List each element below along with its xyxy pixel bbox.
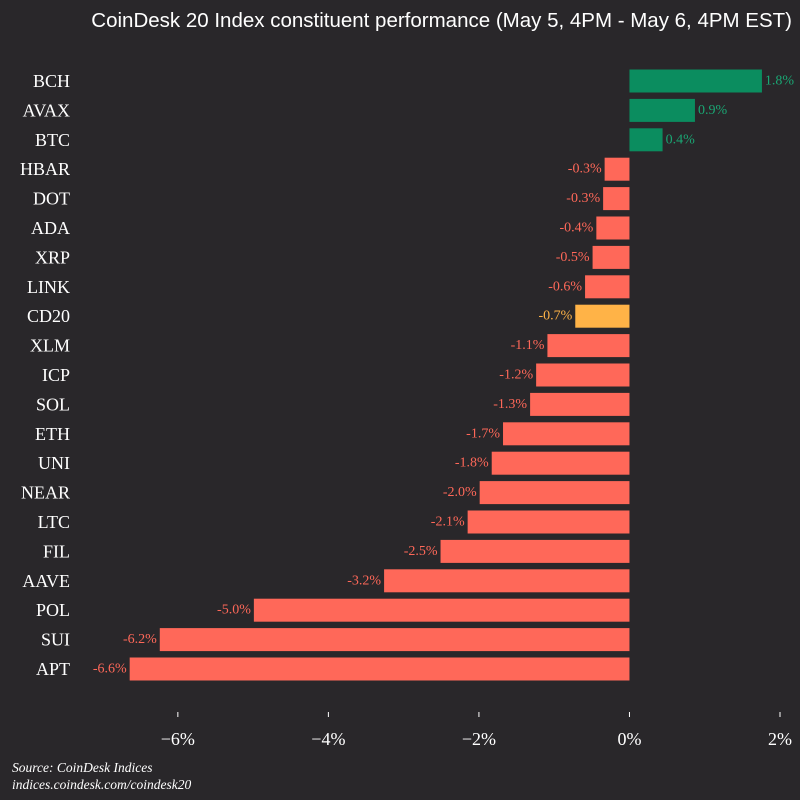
x-tick-label: 0% <box>617 729 641 749</box>
category-label-pol: POL <box>36 600 70 620</box>
value-label-hbar: -0.3% <box>568 162 602 177</box>
bar-link <box>585 275 630 299</box>
value-label-ltc: -2.1% <box>431 515 465 530</box>
category-label-avax: AVAX <box>23 100 70 120</box>
category-label-xlm: XLM <box>30 336 70 356</box>
value-label-cd20: -0.7% <box>538 309 572 324</box>
category-label-uni: UNI <box>38 453 70 473</box>
bar-icp <box>536 363 630 387</box>
category-label-ltc: LTC <box>38 512 70 532</box>
source-url[interactable]: indices.coindesk.com/coindesk20 <box>12 777 192 792</box>
x-tick-label: −4% <box>311 729 345 749</box>
category-label-sui: SUI <box>41 630 70 650</box>
bar-pol <box>253 598 630 622</box>
bar-ltc <box>467 510 630 534</box>
value-label-bch: 1.8% <box>765 74 795 89</box>
bar-ada <box>596 216 630 240</box>
source-note: Source: CoinDesk Indices <box>12 760 153 775</box>
bar-near <box>479 481 630 505</box>
category-label-eth: ETH <box>35 424 70 444</box>
value-label-apt: -6.6% <box>93 662 127 677</box>
bar-hbar <box>604 157 630 181</box>
value-label-pol: -5.0% <box>217 603 251 618</box>
bar-bch <box>629 69 762 93</box>
bar-sui <box>159 628 630 652</box>
x-tick-label: −2% <box>462 729 496 749</box>
category-label-hbar: HBAR <box>20 159 70 179</box>
value-label-fil: -2.5% <box>404 544 438 559</box>
value-label-icp: -1.2% <box>499 368 533 383</box>
bar-avax <box>629 98 695 122</box>
bar-btc <box>629 128 663 152</box>
chart-title: CoinDesk 20 Index constituent performanc… <box>91 9 792 32</box>
bar-dot <box>603 187 630 211</box>
category-label-xrp: XRP <box>35 247 70 267</box>
bar-cd20 <box>575 304 630 328</box>
category-label-cd20: CD20 <box>27 306 70 326</box>
category-label-bch: BCH <box>33 71 70 91</box>
category-label-aave: AAVE <box>22 571 70 591</box>
category-label-near: NEAR <box>21 483 70 503</box>
value-label-uni: -1.8% <box>455 456 489 471</box>
value-label-btc: 0.4% <box>666 132 696 147</box>
value-label-ada: -0.4% <box>560 221 594 236</box>
category-label-apt: APT <box>36 659 70 679</box>
bar-apt <box>129 657 630 681</box>
value-label-near: -2.0% <box>443 485 477 500</box>
category-label-dot: DOT <box>33 189 70 209</box>
bar-aave <box>384 569 630 593</box>
value-label-sui: -6.2% <box>123 632 157 647</box>
value-label-link: -0.6% <box>548 279 582 294</box>
bar-uni <box>491 451 630 475</box>
bar-xlm <box>547 334 630 358</box>
value-label-dot: -0.3% <box>566 191 600 206</box>
x-tick-label: −6% <box>161 729 195 749</box>
value-label-xlm: -1.1% <box>511 338 545 353</box>
value-label-eth: -1.7% <box>466 426 500 441</box>
category-label-ada: ADA <box>31 218 70 238</box>
category-label-btc: BTC <box>35 130 70 150</box>
value-label-avax: 0.9% <box>698 103 728 118</box>
x-tick-label: 2% <box>768 729 792 749</box>
bar-sol <box>530 392 630 416</box>
bar-xrp <box>592 245 630 269</box>
category-label-sol: SOL <box>36 394 70 414</box>
category-label-icp: ICP <box>42 365 70 385</box>
category-label-fil: FIL <box>43 541 70 561</box>
category-label-link: LINK <box>27 277 70 297</box>
value-label-xrp: -0.5% <box>556 250 590 265</box>
value-label-sol: -1.3% <box>493 397 527 412</box>
value-label-aave: -3.2% <box>347 573 381 588</box>
bar-fil <box>440 539 630 563</box>
bar-eth <box>503 422 630 446</box>
